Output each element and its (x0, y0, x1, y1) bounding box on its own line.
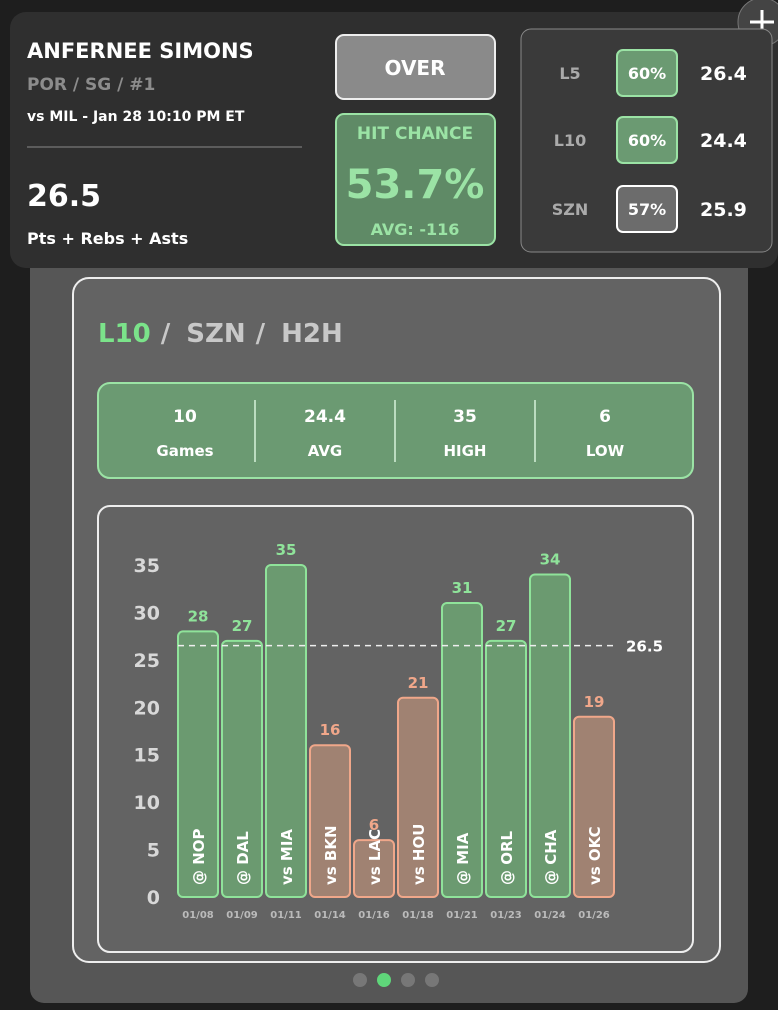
bar-opponent: @ ORL (498, 830, 516, 885)
split-label: L10 (554, 131, 586, 150)
bar (309, 744, 351, 898)
bar-opponent: @ NOP (190, 828, 208, 885)
bar (397, 696, 439, 898)
y-tick-label: 5 (147, 840, 160, 862)
team-info: POR / SG / #1 (27, 75, 155, 95)
bar (529, 573, 571, 898)
bar (265, 564, 307, 898)
x-date-label: 01/16 (358, 910, 390, 921)
page-dot[interactable] (401, 973, 415, 987)
bar (485, 639, 527, 899)
prop-line: 26.5 (27, 179, 101, 214)
prop-line-label: 26.5 (626, 638, 663, 656)
tab[interactable]: L10 (98, 319, 151, 349)
x-date-label: 01/08 (182, 910, 214, 921)
x-date-label: 01/14 (314, 910, 346, 921)
bar-value-label: 31 (452, 579, 473, 597)
bar-opponent: @ MIA (454, 832, 472, 885)
summary-label: Games (156, 442, 213, 460)
bar-value-label: 27 (232, 617, 253, 635)
y-tick-label: 0 (147, 887, 160, 909)
stat-type: Pts + Rebs + Asts (27, 229, 188, 248)
x-date-label: 01/09 (226, 910, 258, 921)
bar-value-label: 27 (496, 617, 517, 635)
split-badge (616, 49, 678, 97)
y-tick-label: 10 (134, 792, 160, 814)
summary-label: HIGH (443, 442, 486, 460)
split-pct: 60% (628, 131, 666, 150)
x-date-label: 01/18 (402, 910, 434, 921)
x-date-label: 01/23 (490, 910, 522, 921)
split-avg: 25.9 (700, 199, 747, 221)
split-badge (616, 116, 678, 164)
y-tick-label: 30 (134, 602, 160, 624)
split-label: SZN (552, 200, 589, 219)
summary-value: 6 (599, 407, 611, 427)
y-tick-label: 35 (134, 555, 160, 577)
split-badge (616, 185, 678, 233)
bar-value-label: 28 (188, 607, 209, 625)
x-date-label: 01/26 (578, 910, 610, 921)
split-avg: 26.4 (700, 63, 747, 85)
hit-chance-avg: AVG: -116 (371, 220, 460, 239)
page-dot[interactable] (425, 973, 439, 987)
tab[interactable]: H2H (281, 319, 343, 349)
bar-opponent: vs HOU (410, 824, 428, 885)
bar-opponent: vs LAC (366, 829, 384, 885)
bar-opponent: @ CHA (542, 829, 560, 885)
bar (441, 601, 483, 898)
page-dot[interactable] (353, 973, 367, 987)
over-label: OVER (384, 56, 445, 80)
x-date-label: 01/24 (534, 910, 566, 921)
y-tick-label: 20 (134, 697, 160, 719)
y-tick-label: 25 (134, 650, 160, 672)
bar-value-label: 6 (369, 816, 379, 834)
bar (177, 630, 219, 899)
page-dot-active[interactable] (377, 973, 391, 987)
split-avg: 24.4 (700, 130, 747, 152)
bar-opponent: vs BKN (322, 825, 340, 885)
bar (353, 839, 395, 898)
bar-value-label: 21 (408, 674, 429, 692)
bar (573, 715, 615, 898)
hit-chance-box (335, 113, 496, 246)
hit-chance-label: HIT CHANCE (357, 124, 473, 144)
x-date-label: 01/21 (446, 910, 478, 921)
bar-value-label: 19 (584, 693, 605, 711)
bar-value-label: 34 (540, 550, 561, 568)
chart-box (97, 505, 694, 953)
split-pct: 60% (628, 64, 666, 83)
bar-opponent: vs OKC (586, 826, 604, 885)
over-button[interactable] (335, 34, 496, 100)
matchup: vs MIL - Jan 28 10:10 PM ET (27, 109, 245, 125)
summary-label: LOW (586, 442, 625, 460)
summary-value: 24.4 (304, 407, 346, 427)
bar-value-label: 35 (276, 541, 297, 559)
bar-opponent: vs MIA (278, 829, 296, 885)
stats-panel (72, 277, 721, 963)
split-pct: 57% (628, 200, 666, 219)
summary-value: 10 (173, 407, 197, 427)
summary-label: AVG (308, 442, 343, 460)
bar-opponent: @ DAL (234, 831, 252, 885)
summary-value: 35 (453, 407, 477, 427)
bar (221, 639, 263, 899)
tab-separator: / (161, 319, 171, 349)
split-label: L5 (559, 64, 580, 83)
tab-separator: / (256, 319, 266, 349)
tab[interactable]: SZN (186, 319, 245, 349)
player-name: ANFERNEE SIMONS (27, 39, 254, 63)
bar-value-label: 16 (320, 721, 341, 739)
x-date-label: 01/11 (270, 910, 302, 921)
y-tick-label: 15 (134, 745, 160, 767)
hit-chance-value: 53.7% (346, 162, 485, 208)
